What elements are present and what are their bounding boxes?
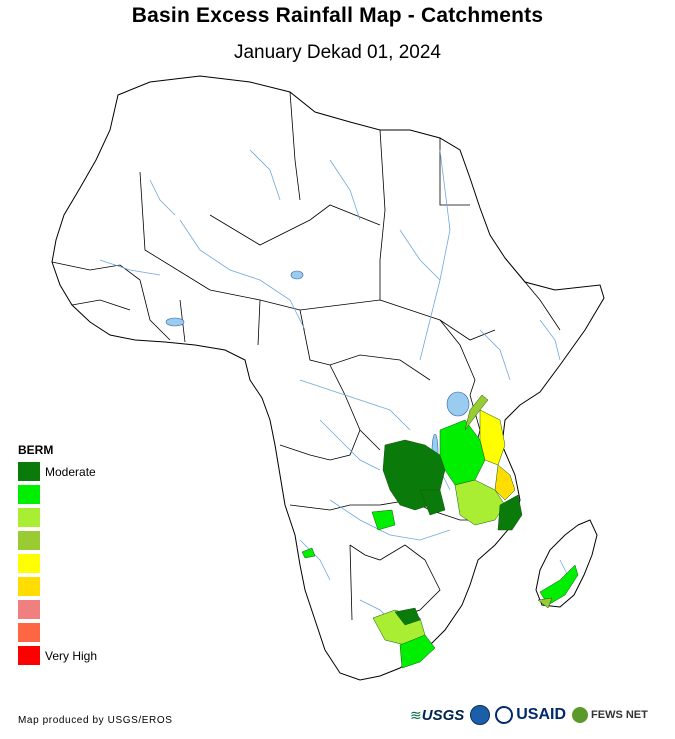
legend-swatch-2 xyxy=(18,485,40,504)
legend-row xyxy=(18,621,97,644)
legend-swatch-1 xyxy=(18,462,40,481)
legend-swatch-3 xyxy=(18,508,40,527)
map-subtitle: January Dekad 01, 2024 xyxy=(233,42,442,63)
legend-row xyxy=(18,552,97,575)
usaid-logo: USAID xyxy=(516,706,567,723)
legend: BERM Moderate Very High xyxy=(18,443,97,667)
legend-swatch-4 xyxy=(18,531,40,550)
legend-label: Moderate xyxy=(45,464,96,479)
africa-outline xyxy=(51,75,605,681)
legend-row xyxy=(18,575,97,598)
fews-net-leaf-icon xyxy=(572,707,589,723)
map-title: Basin Excess Rainfall Map - Catchments xyxy=(131,4,544,27)
map-credit: Map produced by USGS/EROS xyxy=(18,715,173,726)
legend-label: Very High xyxy=(45,648,98,663)
legend-row: Moderate xyxy=(18,460,97,483)
legend-row xyxy=(18,529,97,552)
legend-title: BERM xyxy=(18,443,54,457)
noaa-logo-icon xyxy=(470,705,491,725)
usaid-seal-icon xyxy=(495,706,514,724)
lake-chad xyxy=(290,270,304,280)
usgs-logo: USGS xyxy=(421,706,465,724)
legend-swatch-8 xyxy=(18,623,40,642)
legend-row xyxy=(18,483,97,506)
legend-swatch-5 xyxy=(18,554,40,573)
legend-row: Very High xyxy=(18,644,97,667)
legend-row xyxy=(18,506,97,529)
legend-swatch-7 xyxy=(18,600,40,619)
lake-victoria xyxy=(446,391,470,417)
legend-row xyxy=(18,598,97,621)
legend-swatch-9 xyxy=(18,646,40,665)
fews-net-logo: FEWS NET xyxy=(591,709,648,721)
legend-swatch-6 xyxy=(18,577,40,596)
lake-volta xyxy=(165,317,185,327)
partner-logos: ≋ USGS USAID FEWS NET xyxy=(410,700,670,730)
usgs-wave-icon: ≋ xyxy=(410,706,422,723)
berm-catchments xyxy=(301,394,579,669)
